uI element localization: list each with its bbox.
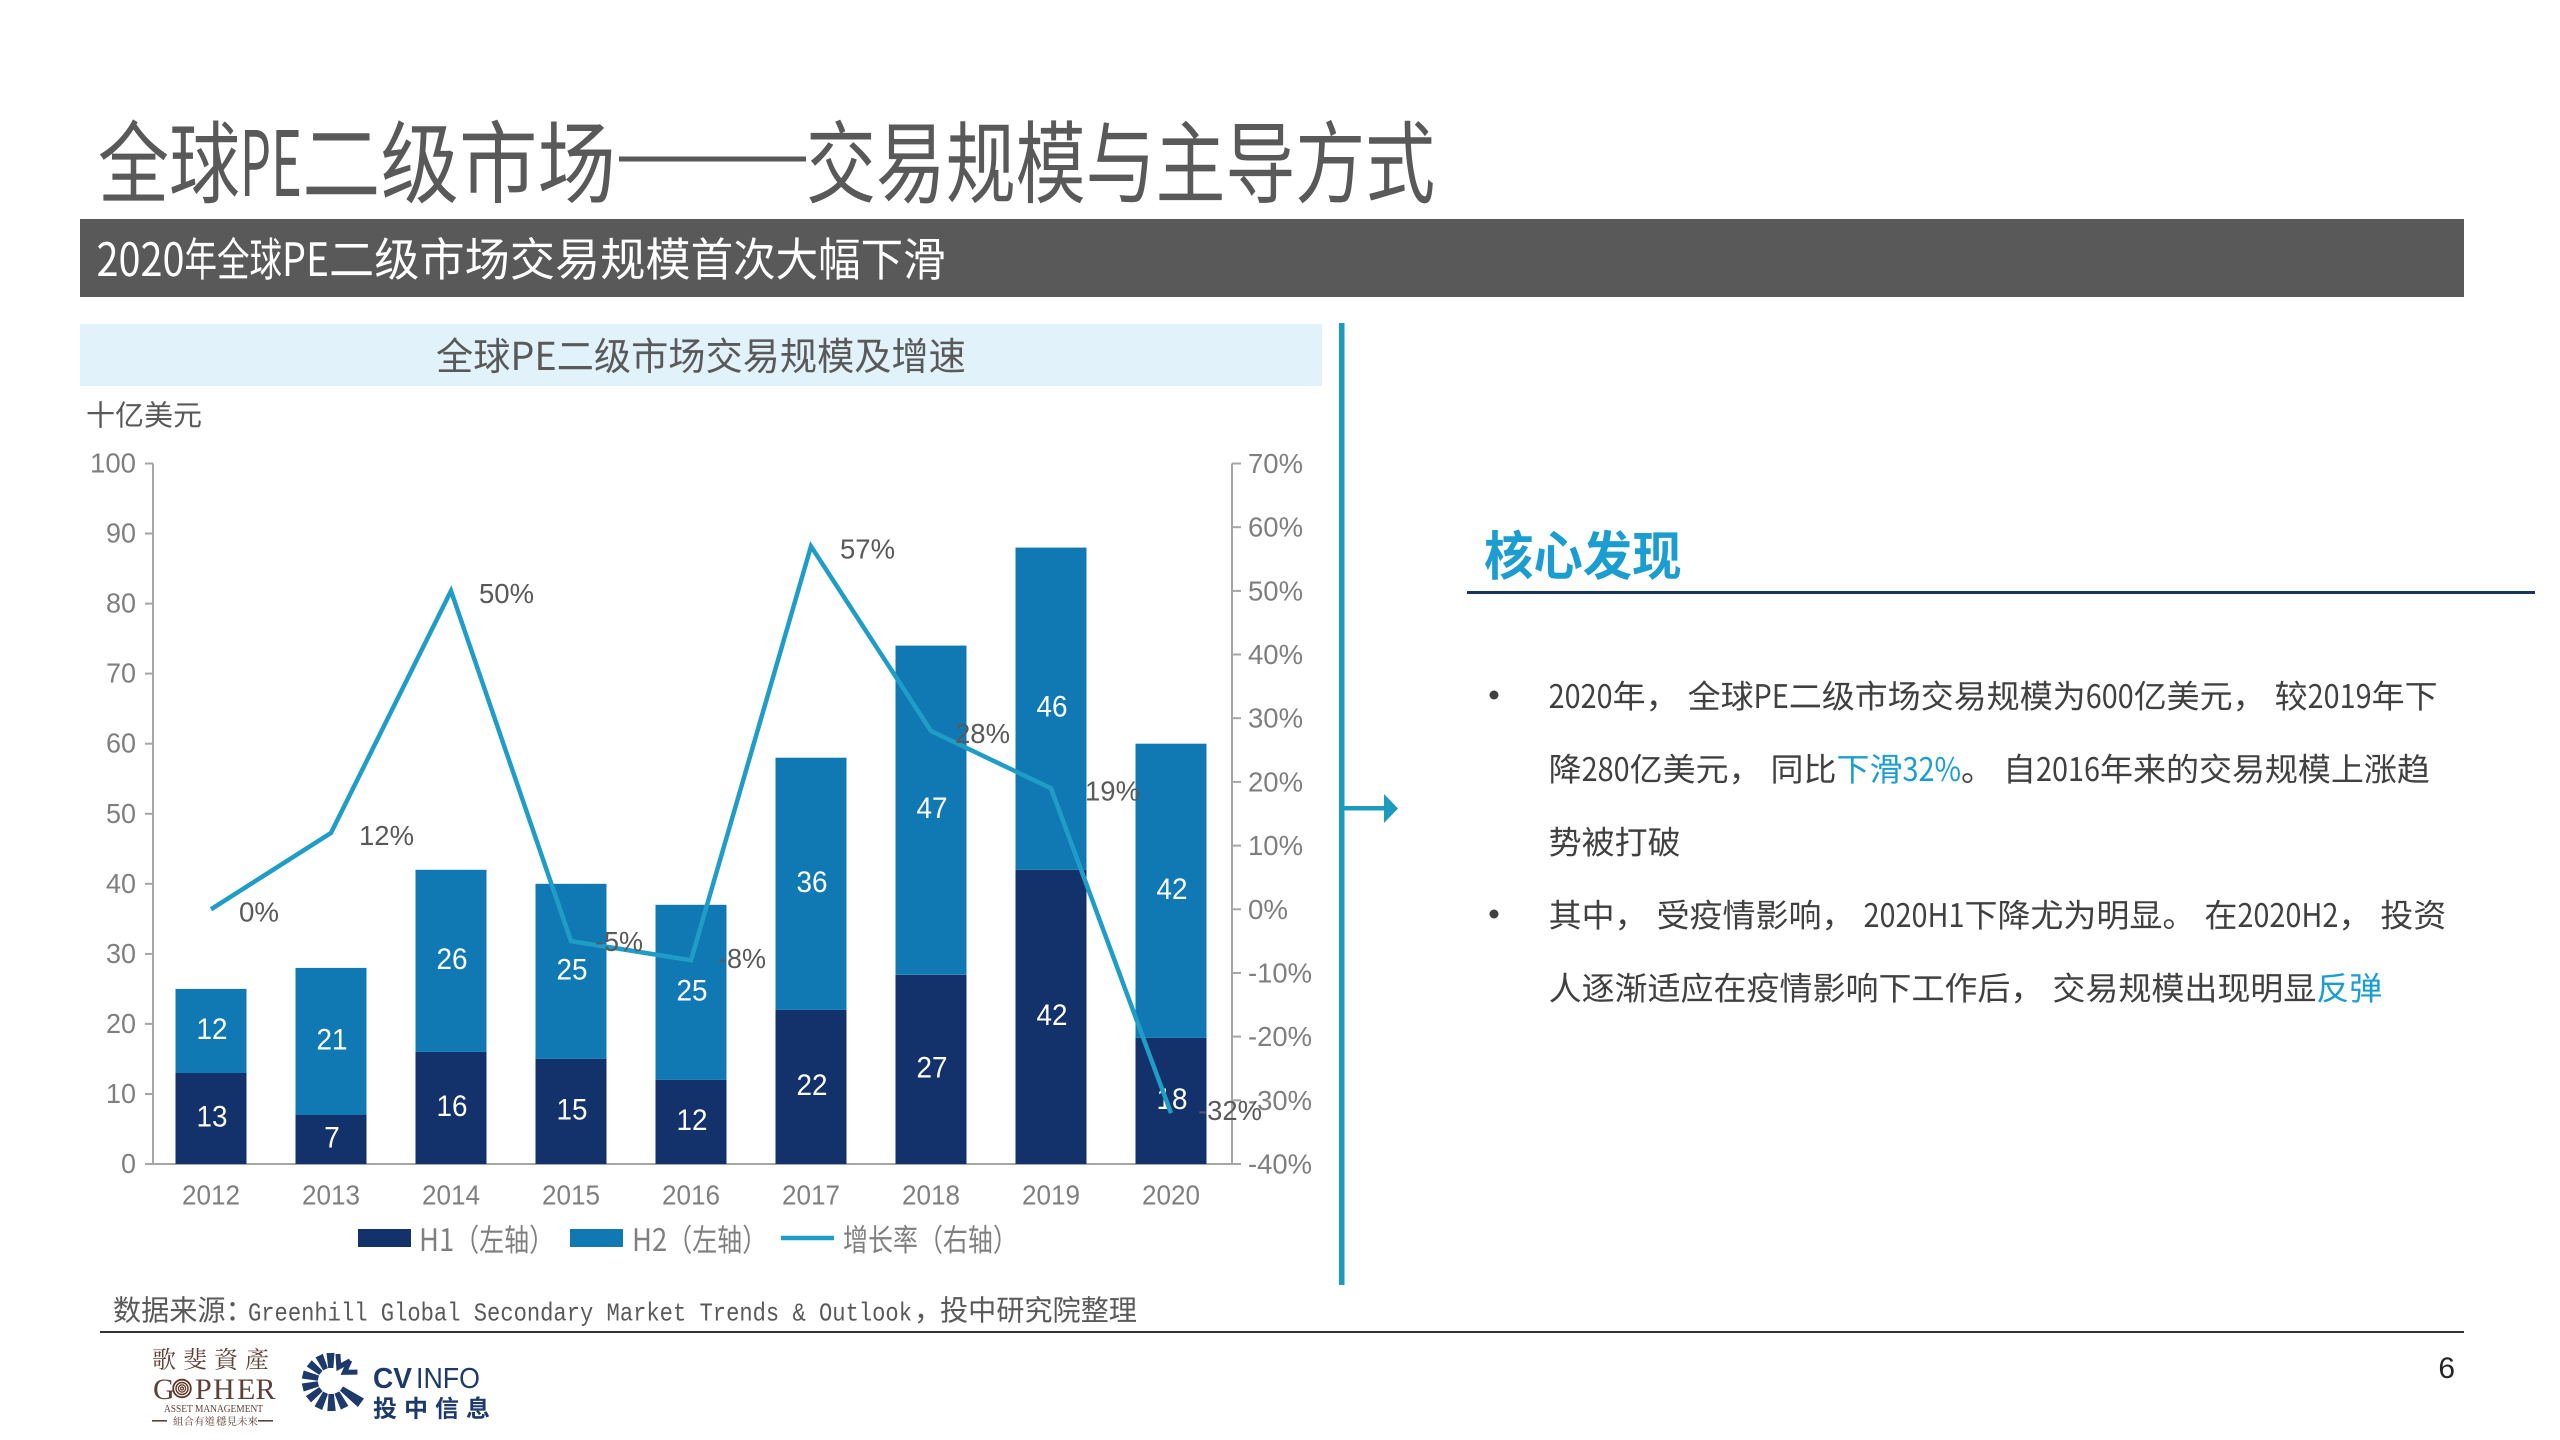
svg-text:16: 16	[437, 1090, 468, 1123]
svg-text:19%: 19%	[1085, 775, 1140, 806]
svg-text:Greenhill Global Secondary Mar: Greenhill Global Secondary Market Trends…	[248, 1299, 912, 1329]
svg-text:H: H	[213, 1373, 235, 1406]
svg-text:-20%: -20%	[1248, 1021, 1312, 1052]
svg-text:-10%: -10%	[1248, 957, 1312, 988]
svg-text:10%: 10%	[1248, 830, 1303, 861]
svg-text:42: 42	[1037, 999, 1068, 1032]
svg-text:2013: 2013	[302, 1180, 360, 1211]
svg-text:0: 0	[121, 1148, 136, 1179]
svg-text:28%: 28%	[955, 718, 1010, 749]
svg-text:INFO: INFO	[416, 1363, 480, 1395]
svg-text:50%: 50%	[479, 578, 534, 609]
svg-text:50%: 50%	[1248, 575, 1303, 606]
svg-text:13: 13	[197, 1100, 228, 1133]
svg-text:-30%: -30%	[1248, 1085, 1312, 1116]
svg-text:2019: 2019	[1022, 1180, 1080, 1211]
svg-text:30: 30	[106, 938, 136, 969]
svg-text:10: 10	[106, 1078, 136, 1109]
svg-text:12: 12	[197, 1013, 228, 1046]
svg-text:CV: CV	[373, 1363, 413, 1395]
svg-text:G: G	[153, 1373, 175, 1406]
svg-text:2012: 2012	[182, 1180, 240, 1211]
svg-text:21: 21	[317, 1023, 348, 1056]
svg-text:12: 12	[677, 1104, 708, 1137]
svg-text:57%: 57%	[840, 533, 895, 564]
svg-text:E: E	[237, 1373, 255, 1406]
svg-text:40: 40	[106, 868, 136, 899]
svg-text:20%: 20%	[1248, 766, 1303, 797]
svg-text:6: 6	[2438, 1352, 2455, 1385]
svg-text:0%: 0%	[1248, 894, 1288, 925]
svg-text:26: 26	[437, 943, 468, 976]
svg-text:40%: 40%	[1248, 639, 1303, 670]
svg-text:2017: 2017	[782, 1180, 840, 1211]
svg-text:2014: 2014	[422, 1180, 480, 1211]
svg-text:36: 36	[797, 866, 828, 899]
svg-text:100: 100	[90, 448, 136, 479]
svg-text:25: 25	[677, 974, 708, 1007]
svg-text:2016: 2016	[662, 1180, 720, 1211]
svg-text:2018: 2018	[902, 1180, 960, 1211]
svg-text:70%: 70%	[1248, 448, 1303, 479]
svg-text:60: 60	[106, 728, 136, 759]
svg-text:30%: 30%	[1248, 703, 1303, 734]
svg-text:20: 20	[106, 1008, 136, 1039]
svg-text:80: 80	[106, 588, 136, 619]
svg-text:70: 70	[106, 658, 136, 689]
svg-text:-40%: -40%	[1248, 1149, 1312, 1180]
svg-text:90: 90	[106, 518, 136, 549]
svg-text:12%: 12%	[359, 820, 414, 851]
svg-text:25: 25	[557, 953, 588, 986]
svg-text:ASSET MANAGEMENT: ASSET MANAGEMENT	[164, 1403, 263, 1415]
svg-text:47: 47	[917, 792, 948, 825]
svg-text:-5%: -5%	[595, 926, 643, 957]
svg-text:60%: 60%	[1248, 512, 1303, 543]
svg-text:-8%: -8%	[718, 943, 766, 974]
svg-text:2020: 2020	[1142, 1180, 1200, 1211]
svg-text:2015: 2015	[542, 1180, 600, 1211]
svg-text:50: 50	[106, 798, 136, 829]
svg-text:22: 22	[797, 1069, 828, 1102]
svg-text:P: P	[195, 1373, 212, 1406]
svg-text:42: 42	[1157, 873, 1188, 906]
svg-text:46: 46	[1037, 691, 1068, 724]
svg-text:0%: 0%	[239, 896, 279, 927]
svg-text:15: 15	[557, 1093, 588, 1126]
svg-text:27: 27	[917, 1051, 948, 1084]
svg-text:R: R	[256, 1373, 276, 1406]
svg-text:7: 7	[324, 1121, 340, 1154]
svg-text:-32%: -32%	[1198, 1095, 1262, 1126]
